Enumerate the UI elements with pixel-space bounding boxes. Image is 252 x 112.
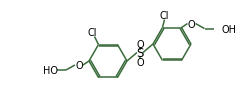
Text: O: O [75, 60, 83, 70]
Text: OH: OH [222, 24, 236, 34]
Text: O: O [136, 57, 144, 67]
Text: Cl: Cl [160, 10, 169, 20]
Text: HO: HO [43, 65, 57, 75]
Text: Cl: Cl [88, 27, 97, 37]
Text: O: O [136, 39, 144, 49]
Text: O: O [188, 19, 195, 29]
Text: S: S [136, 47, 144, 59]
